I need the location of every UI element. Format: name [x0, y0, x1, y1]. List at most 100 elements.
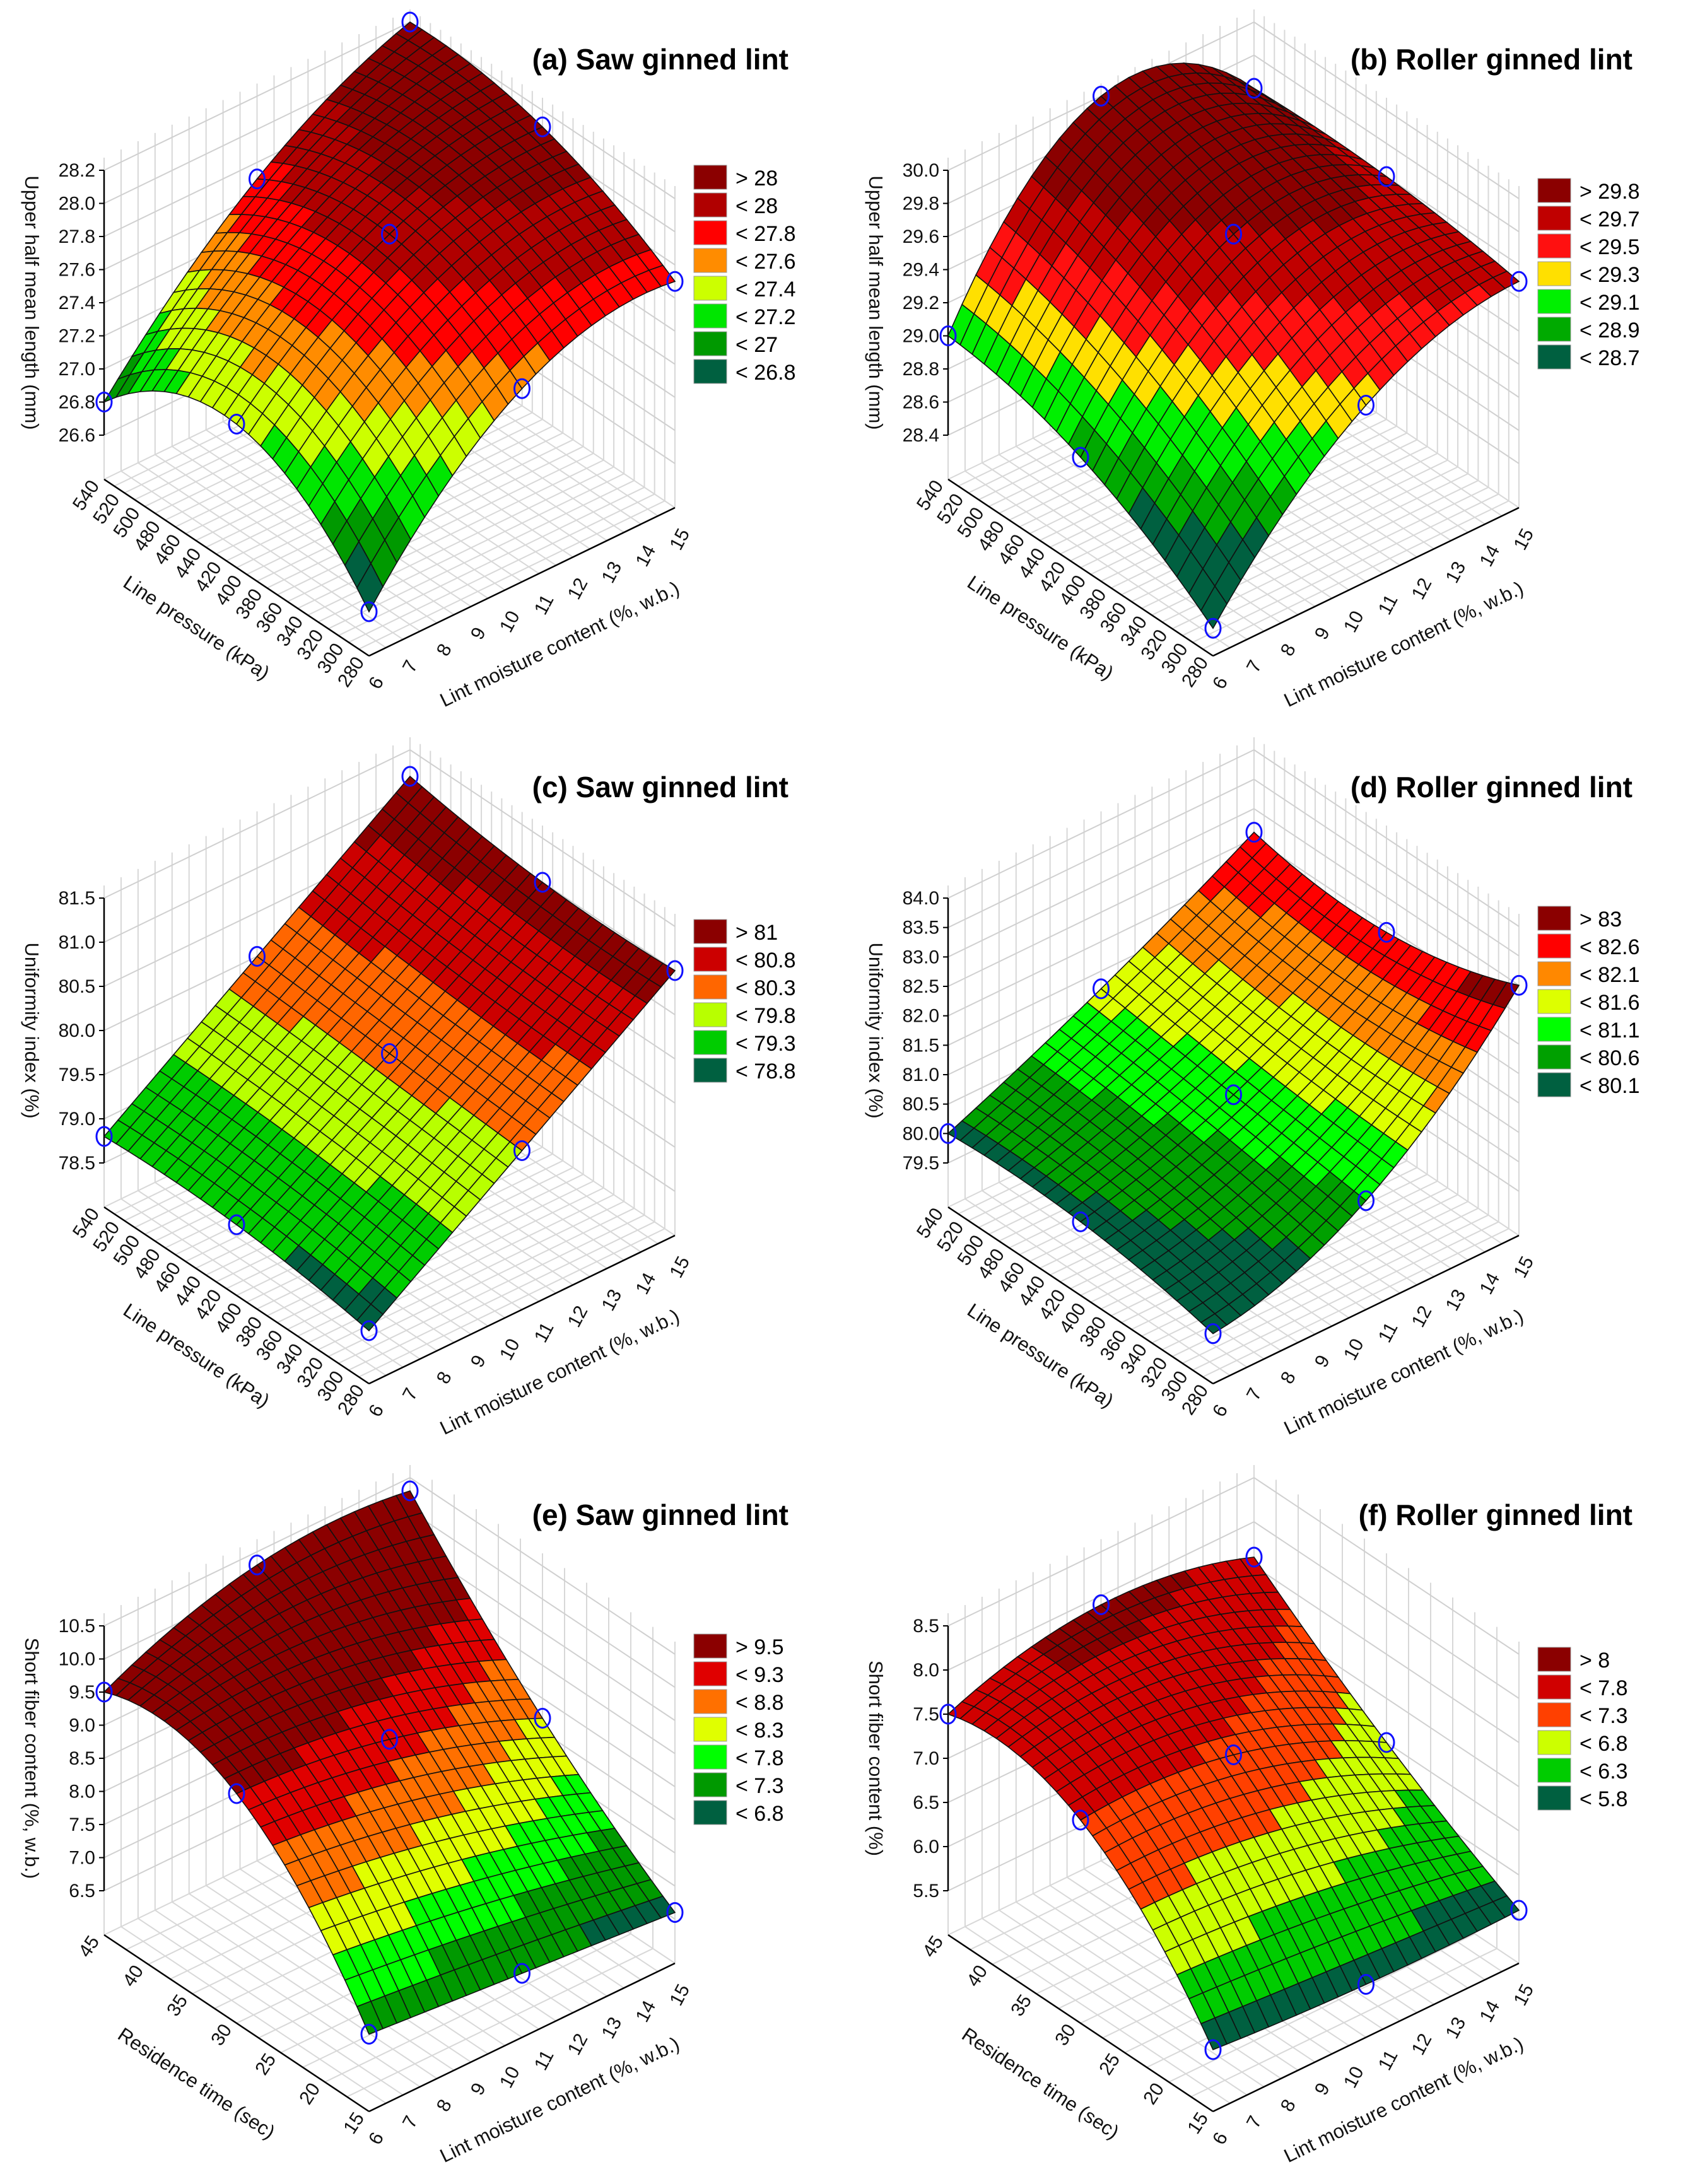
y-tick-label: 30: [207, 2021, 236, 2050]
grid-line: [1182, 486, 1489, 636]
grid-line: [1182, 1214, 1489, 1364]
design-point: [1225, 223, 1242, 245]
design-point: [513, 1963, 530, 1984]
z-tick-label: 81.5: [903, 1035, 939, 1056]
legend-swatch: [693, 192, 727, 218]
z-tick-label: 26.6: [59, 425, 95, 446]
surface-patch: [356, 2000, 384, 2035]
plot-title: (d) Roller ginned lint: [1351, 771, 1632, 803]
legend-label: < 27.4: [736, 277, 795, 301]
design-point: [228, 414, 245, 435]
x-tick-label: 10: [496, 607, 524, 636]
grid-line: [947, 1477, 1255, 1626]
grid-line: [1253, 21, 1520, 199]
z-tick-label: 79.0: [59, 1109, 95, 1130]
legend-swatch: [1537, 206, 1571, 231]
grid-line: [297, 459, 604, 609]
x-tick-label: 10: [496, 2063, 524, 2091]
legend-label: < 82.1: [1580, 963, 1639, 987]
z-tick-label: 28.2: [59, 160, 95, 181]
y-tick-label: 20: [1139, 2079, 1168, 2108]
z-axis-label: Short fiber content (%): [865, 1661, 887, 1856]
design-point: [1378, 921, 1395, 943]
grid-line: [409, 749, 676, 927]
z-tick-label: 81.5: [59, 888, 95, 909]
grid-line: [1253, 808, 1520, 986]
grid-line: [1253, 54, 1520, 233]
legend-swatch: [1537, 317, 1571, 342]
design-point: [381, 1043, 398, 1064]
x-tick-label: 11: [1374, 1319, 1402, 1346]
z-tick-label: 10.5: [59, 1616, 95, 1637]
legend-label: < 9.3: [736, 1663, 784, 1687]
legend-swatch: [693, 919, 727, 944]
legend-label: < 79.8: [736, 1004, 795, 1028]
grid-line: [103, 749, 411, 899]
x-axis-line: [1212, 1962, 1520, 2113]
design-point: [1378, 166, 1395, 187]
design-point: [666, 1902, 684, 1923]
surface: [103, 1490, 676, 2035]
z-tick-label: 30.0: [903, 160, 939, 181]
legend-swatch: [1537, 1072, 1571, 1097]
x-tick-label: 11: [530, 2047, 558, 2074]
x-tick-label: 14: [1475, 1270, 1504, 1298]
legend-label: < 81.6: [1580, 991, 1639, 1015]
z-tick-label: 26.8: [59, 392, 95, 413]
legend-swatch: [1537, 344, 1571, 370]
y-axis-label: Residence time (sec): [114, 2023, 279, 2144]
x-tick-label: 12: [1408, 575, 1436, 603]
legend-swatch: [693, 1633, 727, 1659]
design-point: [381, 1729, 398, 1750]
x-tick-label: 13: [1442, 2014, 1470, 2042]
z-tick-label: 29.0: [903, 326, 939, 347]
legend-label: > 8: [1580, 1649, 1610, 1673]
legend-swatch: [1537, 1702, 1571, 1727]
design-point: [228, 1214, 245, 1235]
grid-line: [1253, 1521, 1520, 1699]
z-tick-label: 29.4: [903, 260, 939, 281]
y-tick-label: 40: [963, 1961, 992, 1990]
z-tick-label: 27.6: [59, 260, 95, 281]
plot-title: (f) Roller ginned lint: [1359, 1498, 1632, 1531]
x-tick-label: 7: [399, 1385, 422, 1404]
z-tick-label: 83.5: [903, 918, 939, 938]
design-point: [1510, 1900, 1528, 1921]
legend: > 9.5 < 9.3 < 8.8 < 8.3 < 7.8 < 7.3 < 6.8: [693, 1633, 784, 1826]
surface-patch: [1200, 2017, 1228, 2051]
legend-swatch: [693, 276, 727, 301]
x-tick-label: 14: [1475, 542, 1504, 570]
x-axis-line: [1212, 506, 1520, 657]
legend-label: < 27.8: [736, 222, 795, 246]
design-point: [360, 601, 378, 622]
legend-swatch: [1537, 261, 1571, 286]
x-tick-label: 12: [1408, 2030, 1436, 2058]
x-tick-label: 9: [1311, 624, 1334, 643]
x-axis-label: Lint moisture content (%, w.b.): [437, 1305, 683, 1439]
design-point: [401, 766, 419, 787]
panel-c: 6 7 8 9 10 11 12 13 14 15 280 300 320 340 360 380 400 420…: [0, 728, 844, 1456]
legend-swatch: [1537, 933, 1571, 959]
design-point: [1225, 1084, 1242, 1106]
legend-label: < 26.8: [736, 361, 795, 385]
x-tick-label: 7: [399, 657, 422, 676]
design-point: [1093, 1594, 1110, 1615]
legend-swatch: [1537, 1017, 1571, 1042]
x-tick-label: 6: [1209, 2129, 1232, 2148]
surface: [947, 831, 1520, 1334]
z-tick-label: 79.5: [59, 1065, 95, 1085]
x-tick-label: 8: [1277, 2096, 1300, 2115]
panel-f: 6 7 8 9 10 11 12 13 14 15 15 20 25 30 35 40 45 5.5 6.0 6.5 7…: [844, 1456, 1688, 2183]
design-point: [534, 1708, 551, 1729]
y-axis-line: [103, 478, 370, 657]
legend: > 29.8 < 29.7 < 29.5 < 29.3 < 29.1 < 28.9 < 28…: [1537, 178, 1639, 370]
legend-label: < 80.6: [1580, 1046, 1639, 1070]
design-point: [1072, 1809, 1089, 1831]
design-point: [1072, 1211, 1089, 1232]
x-axis-label: Lint moisture content (%, w.b.): [437, 577, 683, 711]
grid-line: [1253, 778, 1520, 957]
panel-a: 6 7 8 9 10 11 12 13 14 15 280 300 320 340 360 380 400 420…: [0, 0, 844, 728]
x-tick-label: 14: [631, 1997, 660, 2026]
